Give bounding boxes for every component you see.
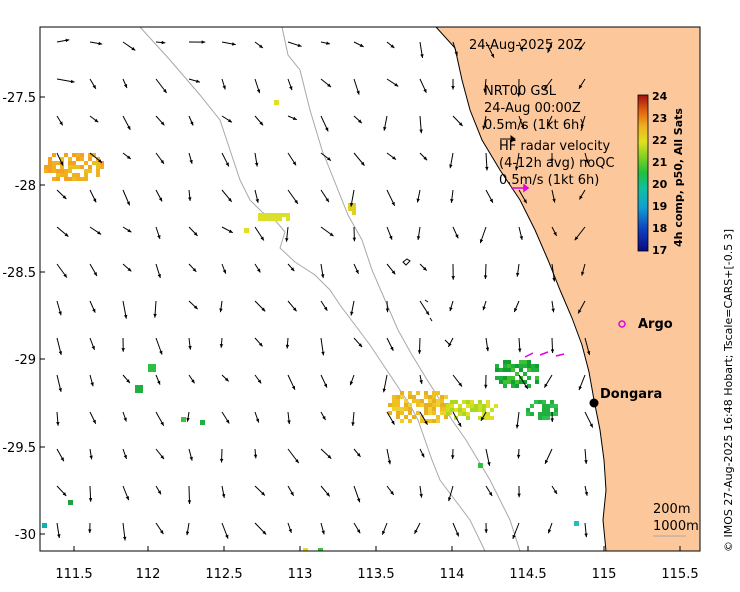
lat-tick-label: -28.5: [2, 266, 36, 281]
colorbar-tick-label: 17: [652, 244, 667, 257]
model-legend-line2: 24-Aug 00:00Z: [484, 101, 581, 116]
colorbar: [637, 94, 649, 252]
isobath-label-1000m: 1000m: [653, 519, 699, 534]
lat-tick-label: -29: [15, 353, 36, 368]
map-plot-area: [40, 27, 700, 551]
argo-label: Argo: [638, 317, 673, 332]
credit-text: © IMOS 27-Aug-2025 16:48 Hobart; Tscale=…: [722, 229, 735, 552]
lon-tick-label: 112.5: [205, 567, 242, 582]
colorbar-tick-label: 22: [652, 134, 667, 147]
radar-legend-line3: 0.5m/s (1kt 6h): [499, 173, 599, 188]
colorbar-tick-label: 19: [652, 200, 667, 213]
model-current-arrows: [56, 38, 594, 541]
model-legend-line1: NRT00 GSL: [484, 84, 557, 99]
lat-tick-label: -27.5: [2, 91, 36, 106]
colorbar-title: 4h comp, p50, All Sats: [672, 108, 685, 247]
isobath-1000m: [139, 27, 486, 551]
lon-tick-label: 111.5: [55, 567, 92, 582]
lon-tick-label: 113: [288, 567, 313, 582]
hf-radar-arrows: [524, 351, 565, 358]
model-legend-line3: 0.5m/s (1kt 6h): [484, 118, 584, 133]
abrolhos-islands: [402, 258, 450, 345]
model-scale-arrow: [500, 135, 516, 143]
radar-scale-arrow: [511, 183, 530, 193]
isobath-label-200m: 200m: [653, 502, 690, 517]
colorbar-tick-label: 18: [652, 222, 667, 235]
land-mass: [435, 27, 700, 551]
colorbar-tick-label: 23: [652, 112, 667, 125]
radar-legend-line2: (4-12h avg) noQC: [499, 156, 615, 171]
lon-tick-label: 114.5: [509, 567, 546, 582]
lon-tick-label: 112: [136, 567, 161, 582]
colorbar-ticks: 24 23 22 21 20 19 18 17: [652, 90, 668, 257]
lon-tick-label: 115: [592, 567, 617, 582]
lat-tick-label: -30: [15, 528, 36, 543]
colorbar-tick-label: 21: [652, 156, 667, 169]
radar-legend-line1: HF radar velocity: [499, 139, 611, 154]
map-frame: [39, 26, 701, 552]
latitude-axis: -27.5 -28 -28.5 -29 -29.5 -30: [2, 91, 45, 543]
lat-tick-label: -28: [15, 179, 36, 194]
isobath-200m: [281, 27, 521, 551]
dongara-marker: [589, 398, 599, 408]
lon-tick-label: 113.5: [357, 567, 394, 582]
timestamp: 24-Aug-2025 20Z: [469, 38, 583, 53]
lat-tick-label: -29.5: [2, 441, 36, 456]
colorbar-tick-label: 20: [652, 178, 668, 191]
argo-marker: [618, 320, 626, 328]
lon-tick-label: 114: [440, 567, 465, 582]
longitude-axis: 111.5 112 112.5 113 113.5 114 114.5 115 115.5: [55, 546, 699, 582]
lon-tick-label: 115.5: [661, 567, 698, 582]
dongara-label: Dongara: [600, 387, 662, 402]
colorbar-tick-label: 24: [652, 90, 668, 103]
